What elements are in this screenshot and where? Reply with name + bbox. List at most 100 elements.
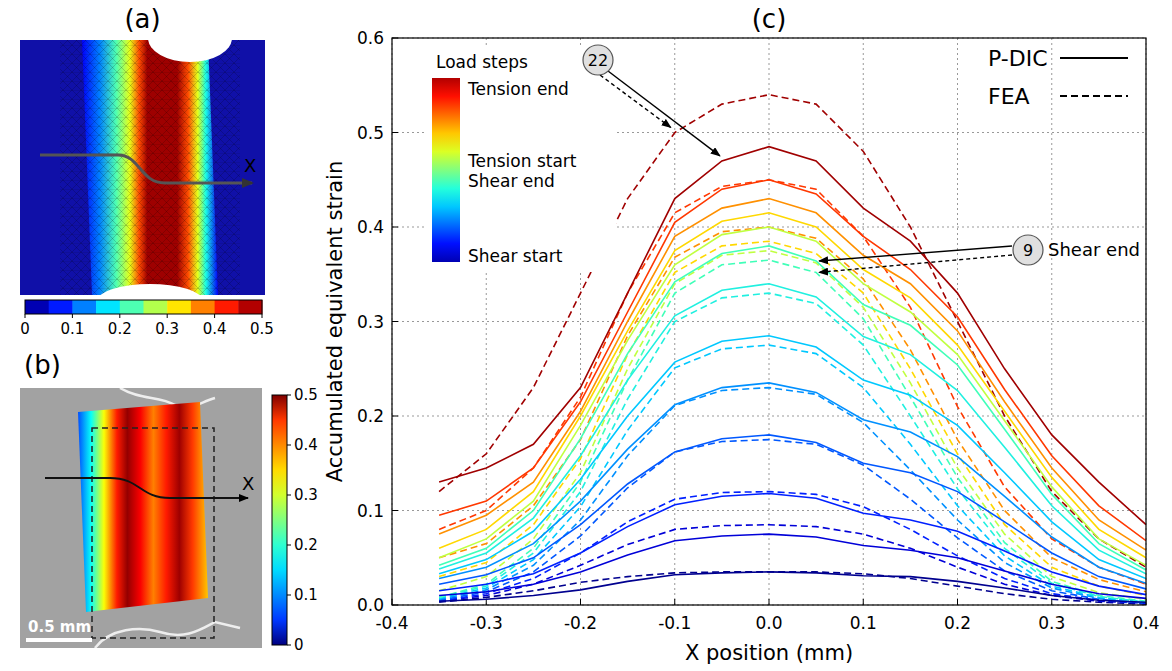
colorbar-tick-label: 0: [20, 320, 30, 338]
colorbar-band: [72, 300, 96, 314]
colorbar-band: [120, 300, 144, 314]
colorbar-tick-label: 0.3: [155, 320, 179, 338]
notch: [148, 40, 232, 62]
colorbar-band: [238, 300, 262, 314]
colorbar-tick: [25, 314, 26, 318]
x-tick: [580, 599, 581, 605]
scale-bar-label: 0.5 mm: [28, 618, 91, 636]
x-tick-label: -0.3: [470, 613, 503, 633]
annotation-bubble: [583, 45, 613, 75]
colorbar-tick: [287, 545, 291, 546]
colorbar-tick: [287, 395, 291, 396]
colorbar-frame: [25, 300, 262, 314]
series-line: [439, 435, 1146, 589]
image-background: [20, 40, 265, 295]
colorbar-title: Load steps: [436, 52, 528, 72]
y-tick: [392, 416, 398, 417]
colorbar-tick-label: 0.4: [203, 320, 227, 338]
colorbar-tick-label: 0.1: [294, 586, 318, 604]
y-tick: [392, 321, 398, 322]
x-path-label: X: [244, 155, 256, 176]
annotation-label: 22: [588, 51, 608, 70]
image-background: [20, 388, 262, 648]
grid: [392, 38, 1146, 605]
y-tick: [392, 227, 398, 228]
annotation-bubble: [1013, 235, 1043, 265]
colorbar-band: [191, 300, 215, 314]
x-tick-label: -0.4: [375, 613, 408, 633]
series-line: [439, 572, 1146, 604]
x-tick: [863, 599, 864, 605]
y-tick-label: 0.0: [357, 595, 384, 615]
colorbar-background: [426, 48, 616, 272]
colorbar-label: Tension start: [467, 151, 577, 171]
colorbar-tick: [287, 595, 291, 596]
legend-label: FEA: [988, 84, 1030, 109]
series-line: [439, 246, 1146, 570]
x-path-arrow: [40, 155, 252, 183]
panel-label: (a): [124, 4, 160, 34]
colorbar-tick-label: 0.5: [250, 320, 274, 338]
series-line: [439, 284, 1146, 574]
series-line: [439, 199, 1146, 551]
series-line: [439, 388, 1146, 603]
colorbar-band: [167, 300, 191, 314]
colorbar-tick-label: 0: [294, 636, 304, 654]
colorbar-band: [96, 300, 120, 314]
series-line: [439, 227, 1146, 565]
annotation-label: 9: [1023, 241, 1033, 260]
colorbar-tick: [214, 314, 215, 318]
y-tick-label: 0.5: [357, 123, 384, 143]
colorbar-band: [215, 300, 239, 314]
colorbar-tick-label: 0.4: [294, 436, 318, 454]
plot-lines: [439, 95, 1146, 604]
x-tick-label: 0.3: [1038, 613, 1065, 633]
colorbar-label: Shear end: [468, 171, 555, 191]
notch-edge: [120, 388, 215, 407]
colorbar-tick-label: 0.3: [294, 486, 318, 504]
colorbar-tick: [119, 314, 120, 318]
colorbar-tick: [287, 645, 291, 646]
y-tick: [392, 510, 398, 511]
scale-bar: [26, 638, 92, 642]
grid-line: [392, 510, 1146, 511]
plot-frame: [392, 38, 1146, 605]
legend-swatch: [1060, 57, 1128, 59]
annotation-label: Shear end: [1048, 239, 1140, 260]
colorbar-tick: [287, 495, 291, 496]
y-tick-label: 0.6: [357, 28, 384, 48]
annotation-arrow: [600, 75, 671, 128]
contour-image: [20, 40, 265, 295]
annotation-arrow: [819, 255, 1012, 272]
x-tick-label: 0.1: [850, 613, 877, 633]
series-line: [439, 227, 1146, 592]
panel-label: (b): [24, 350, 61, 380]
colorbar-tick-label: 0.2: [108, 320, 132, 338]
colorbar-tick: [287, 445, 291, 446]
colorbar-band: [144, 300, 168, 314]
notch-edge: [95, 622, 240, 648]
x-tick: [769, 599, 770, 605]
colorbar-tick-label: 0.2: [294, 536, 318, 554]
colorbar-tick: [262, 314, 263, 318]
x-tick: [957, 599, 958, 605]
grid-line: [392, 416, 1146, 417]
colorbar-tick: [167, 314, 168, 318]
roi-box: [92, 428, 214, 638]
x-tick: [674, 599, 675, 605]
x-path-arrow: [45, 478, 248, 498]
x-tick-label: -0.1: [658, 613, 691, 633]
legend-label: P-DIC: [988, 46, 1048, 71]
x-tick-label: 0.0: [755, 613, 782, 633]
y-tick-label: 0.1: [357, 501, 384, 521]
legend-swatch: [1060, 95, 1128, 97]
notch: [98, 284, 202, 295]
y-axis-title: Accumulated equivalent strain: [323, 161, 347, 483]
colorbar-band: [49, 300, 73, 314]
annotation-arrow: [819, 246, 1012, 261]
colorbar-tick-label: 0.5: [294, 386, 318, 404]
x-tick-label: 0.2: [944, 613, 971, 633]
panel-label: (c): [752, 4, 787, 34]
grid-line: [392, 321, 1146, 322]
series-line: [439, 336, 1146, 579]
